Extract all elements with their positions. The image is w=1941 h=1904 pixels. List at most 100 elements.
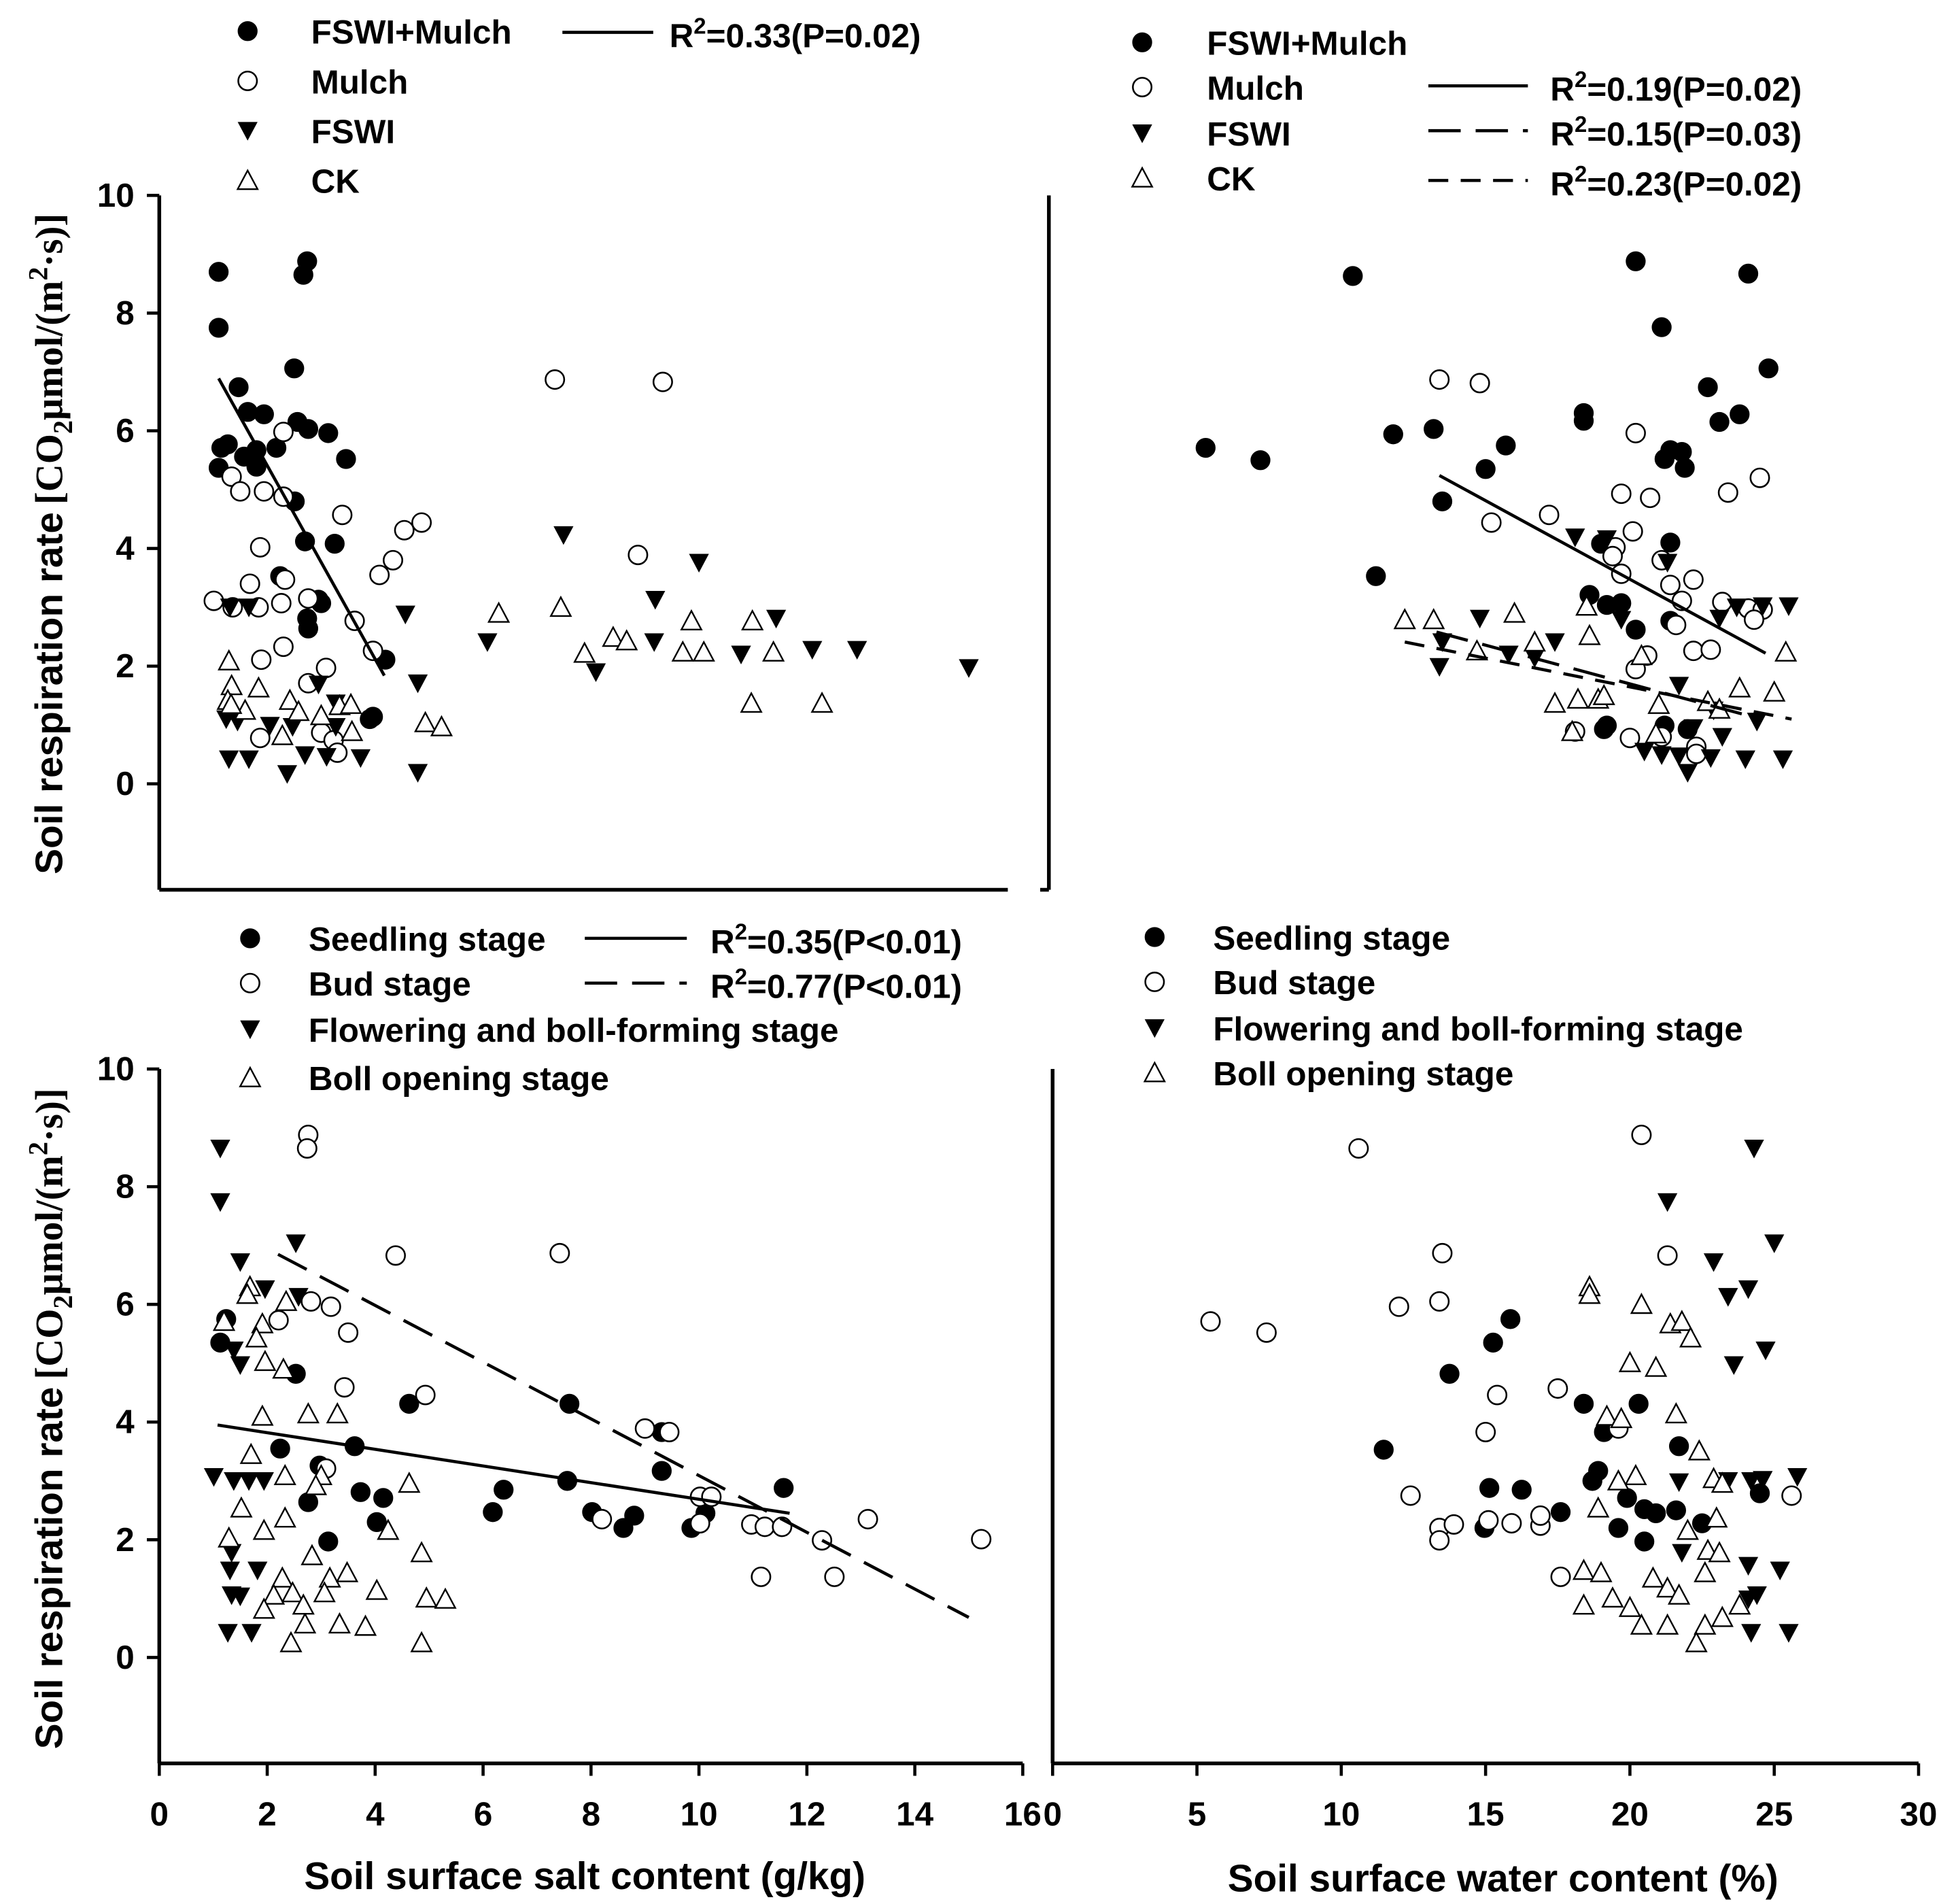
data-point <box>288 1288 309 1307</box>
data-point <box>1469 373 1490 394</box>
data-point <box>399 1393 419 1414</box>
data-point <box>241 1624 262 1643</box>
data-point <box>1718 1288 1738 1307</box>
data-point <box>591 1509 613 1530</box>
data-point <box>1700 639 1721 660</box>
legend-marker <box>1132 32 1152 52</box>
data-point <box>275 569 296 590</box>
data-point <box>1630 1293 1653 1314</box>
data-point <box>1523 630 1546 652</box>
y-tick-label: 8 <box>116 294 134 332</box>
data-point <box>1631 1124 1652 1145</box>
data-point <box>273 422 294 443</box>
data-point <box>1747 713 1767 732</box>
data-point <box>1607 1469 1630 1491</box>
legend-label: CK <box>311 163 360 201</box>
data-point <box>1626 251 1646 271</box>
data-point <box>1738 1280 1759 1299</box>
data-point <box>239 1472 259 1491</box>
data-point <box>549 595 572 617</box>
data-point <box>218 1526 241 1548</box>
data-point <box>334 1377 355 1398</box>
data-point <box>260 717 280 736</box>
data-point <box>1709 411 1730 432</box>
data-point <box>634 1418 655 1439</box>
data-point <box>824 1566 845 1587</box>
data-point <box>254 404 274 424</box>
data-point <box>296 1401 320 1424</box>
data-point <box>1743 609 1765 630</box>
y-tick-label: 6 <box>116 412 134 449</box>
data-point <box>1657 554 1678 573</box>
legend-marker <box>1131 166 1154 188</box>
x-tick-label: 6 <box>474 1796 492 1833</box>
y-unit-sup: 2 <box>23 267 54 280</box>
legend-marker <box>237 70 258 91</box>
data-point <box>1676 1518 1699 1540</box>
legend-marker <box>1144 927 1165 947</box>
data-point <box>1634 1531 1655 1552</box>
data-point <box>208 262 229 282</box>
data-point <box>1610 1406 1633 1429</box>
data-point <box>369 564 390 585</box>
legend-label: Boll opening stage <box>1213 1055 1513 1093</box>
data-point <box>1502 601 1526 623</box>
legend-marker <box>240 1020 260 1040</box>
data-point <box>222 1544 242 1563</box>
data-point <box>251 1312 274 1333</box>
legend-label: Boll opening stage <box>309 1060 609 1098</box>
data-point <box>1730 404 1750 424</box>
data-point <box>309 704 333 726</box>
legend-marker <box>1143 1061 1166 1083</box>
data-point <box>1479 1478 1500 1498</box>
data-point <box>1478 1510 1499 1531</box>
data-point <box>847 641 868 660</box>
data-point <box>689 554 709 573</box>
data-point <box>1770 1561 1790 1580</box>
data-point <box>254 481 275 502</box>
fit-label-rest: =0.33(P=0.02) <box>706 18 921 55</box>
data-point <box>318 1531 339 1552</box>
data-point <box>1667 1583 1691 1605</box>
data-point <box>270 1438 290 1459</box>
data-point <box>1763 680 1786 702</box>
legend-label: FSWI <box>1207 116 1291 153</box>
data-point <box>585 663 606 682</box>
data-point <box>1439 1363 1460 1384</box>
y-unit-sub: 2 <box>48 420 78 434</box>
data-point <box>692 640 715 662</box>
data-point <box>1619 728 1641 749</box>
data-point <box>1694 1613 1717 1635</box>
data-point <box>1657 1193 1678 1212</box>
fit-label: R2=0.77(P<0.01) <box>710 964 962 1006</box>
legend-marker <box>237 122 258 141</box>
data-point <box>1481 512 1502 533</box>
data-point <box>1666 615 1687 636</box>
fit-label-r: R <box>1550 116 1575 153</box>
fit-label-sup: 2 <box>1575 67 1587 92</box>
data-point <box>1772 750 1793 770</box>
data-point <box>271 724 294 745</box>
data-point <box>1343 266 1363 286</box>
data-point <box>320 1296 341 1317</box>
data-point <box>239 598 259 617</box>
regression-line <box>1404 640 1792 721</box>
x-tick-label: 14 <box>896 1796 933 1833</box>
fit-label-r: R <box>670 18 694 55</box>
data-point <box>1738 1590 1759 1610</box>
series-3 <box>212 1275 457 1652</box>
data-point <box>271 593 292 614</box>
data-point <box>1470 609 1490 629</box>
data-point <box>336 449 356 469</box>
data-point <box>279 1631 303 1652</box>
x-tick-label: 25 <box>1755 1796 1793 1833</box>
data-point <box>1634 743 1655 762</box>
data-point <box>339 692 362 714</box>
data-point <box>1705 1506 1728 1528</box>
data-point <box>210 1193 230 1212</box>
data-point <box>1587 1496 1610 1518</box>
data-point <box>1572 1593 1596 1615</box>
data-point <box>1550 1566 1571 1587</box>
legend-label: Seedling stage <box>309 921 546 958</box>
